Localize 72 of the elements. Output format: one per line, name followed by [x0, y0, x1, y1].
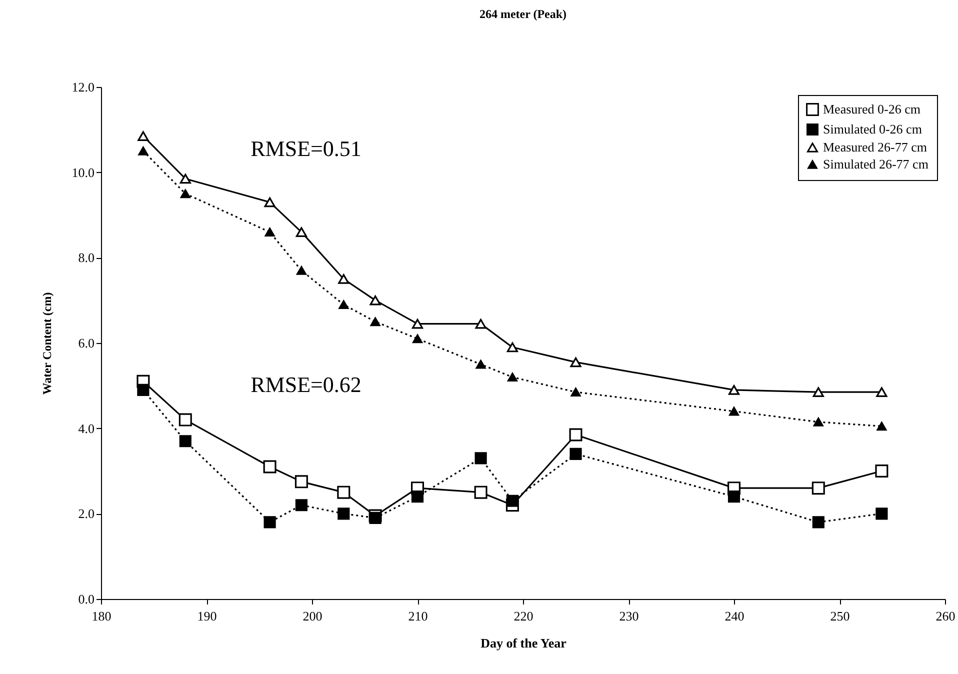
point — [296, 227, 307, 237]
point — [474, 452, 487, 464]
point — [412, 334, 422, 344]
y-tick-label: 12.0 — [72, 80, 94, 94]
legend-label: Measured 0-26 cm — [823, 102, 920, 116]
x-tick-label: 230 — [619, 608, 639, 624]
legend-label: Simulated 26-77 cm — [823, 156, 928, 172]
point — [369, 512, 382, 524]
x-tick-label: 260 — [936, 608, 956, 624]
x-tick-label: 220 — [514, 608, 534, 624]
point — [506, 494, 518, 507]
x-tick-label: 190 — [197, 608, 217, 624]
point — [411, 490, 424, 503]
point — [876, 387, 888, 397]
x-tick-label: 180 — [92, 608, 112, 624]
point — [475, 318, 486, 329]
point — [876, 508, 888, 520]
point — [138, 131, 149, 141]
x-tick-label: 240 — [724, 608, 744, 624]
point — [812, 387, 824, 397]
point — [180, 174, 191, 184]
point — [728, 490, 740, 503]
x-tick-label: 250 — [830, 608, 850, 624]
y-tick-label: 10.0 — [72, 164, 94, 180]
point — [337, 486, 350, 499]
point — [812, 482, 825, 495]
legend-label: Measured 26-77 cm — [823, 140, 927, 154]
point — [729, 406, 739, 416]
point — [507, 372, 518, 382]
point — [264, 197, 276, 208]
point — [338, 300, 349, 310]
chart-title: 264 meter (Peak) — [479, 7, 567, 21]
y-tick-label: 8.0 — [78, 250, 94, 266]
point — [474, 486, 488, 499]
point — [813, 418, 824, 426]
point — [370, 317, 380, 326]
y-tick-label: 2.0 — [78, 506, 94, 522]
point — [180, 189, 190, 198]
point — [506, 342, 518, 352]
point — [812, 516, 824, 528]
point — [264, 228, 275, 236]
annotation: RMSE=0.51 — [250, 136, 362, 161]
y-tick-label: 6.0 — [78, 336, 94, 350]
legend-label: Simulated 0-26 cm — [823, 122, 922, 136]
point — [570, 388, 581, 396]
point — [476, 360, 486, 369]
point — [570, 448, 582, 460]
point — [138, 146, 148, 156]
point — [412, 318, 424, 329]
y-tick-label: 0.0 — [78, 592, 94, 606]
point — [294, 475, 308, 488]
point — [263, 460, 276, 474]
x-axis-title: Day of the Year — [480, 636, 567, 650]
point — [295, 499, 308, 512]
point — [569, 428, 582, 442]
point — [728, 385, 740, 395]
point — [875, 464, 888, 478]
point — [264, 516, 276, 528]
x-tick-label: 200 — [302, 608, 322, 624]
point — [338, 508, 350, 520]
point — [370, 295, 381, 306]
point — [178, 413, 192, 426]
y-axis-title: Water Content (cm) — [40, 292, 54, 395]
annotation: RMSE=0.62 — [250, 372, 362, 397]
y-tick-label: 4.0 — [78, 420, 94, 436]
point — [137, 384, 150, 396]
point — [570, 357, 582, 368]
point — [179, 435, 192, 448]
point — [876, 422, 887, 431]
point — [338, 274, 350, 284]
x-tick-label: 210 — [408, 608, 428, 624]
point — [296, 266, 306, 275]
